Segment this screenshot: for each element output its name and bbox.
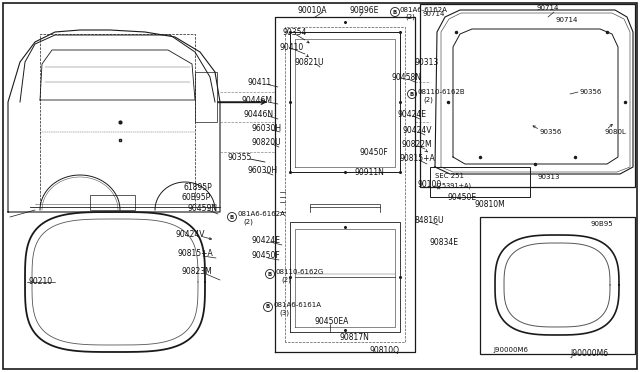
Bar [430, 167, 530, 197]
Text: 90356: 90356 [580, 89, 602, 95]
Text: 90815+A: 90815+A [177, 250, 212, 259]
Text: 90822M: 90822M [402, 140, 433, 148]
Text: 08110-6162G: 08110-6162G [276, 269, 324, 275]
Text: SEC 251: SEC 251 [435, 173, 464, 179]
Text: 90100: 90100 [418, 180, 442, 189]
Text: 90424V: 90424V [403, 125, 433, 135]
Text: 081A6-6162A: 081A6-6162A [238, 211, 286, 217]
Text: 90810Q: 90810Q [370, 346, 400, 355]
Text: 60B95P: 60B95P [182, 192, 211, 202]
Text: 90446M: 90446M [242, 96, 273, 105]
Text: (3): (3) [279, 310, 289, 316]
Text: 90410: 90410 [280, 42, 304, 51]
Text: 90313: 90313 [415, 58, 439, 67]
Text: 90356: 90356 [540, 129, 563, 135]
Text: B: B [410, 92, 414, 96]
Text: 9080L: 9080L [605, 129, 627, 135]
Text: 90810M: 90810M [475, 199, 506, 208]
Bar [90, 195, 135, 210]
Text: 90450EA: 90450EA [315, 317, 349, 327]
Text: 90010A: 90010A [298, 6, 328, 15]
Text: J90000M6: J90000M6 [493, 347, 528, 353]
Text: B: B [230, 215, 234, 219]
Text: (25391+A): (25391+A) [435, 183, 471, 189]
Text: 90411: 90411 [248, 77, 272, 87]
Text: 90820U: 90820U [252, 138, 282, 147]
Text: B: B [266, 305, 270, 310]
Text: 081A6-6162A: 081A6-6162A [400, 7, 448, 13]
Text: 90815+A: 90815+A [400, 154, 436, 163]
Text: 90823M: 90823M [182, 267, 212, 276]
Text: 84816U: 84816U [415, 215, 445, 224]
Text: 90714: 90714 [423, 11, 445, 17]
Text: (2): (2) [243, 219, 253, 225]
Text: 90354: 90354 [283, 28, 307, 36]
Text: 90817N: 90817N [340, 333, 370, 341]
Text: 90B95: 90B95 [591, 221, 614, 227]
Text: 90355: 90355 [228, 153, 252, 161]
Text: 90459N: 90459N [188, 203, 218, 212]
Text: 90B96E: 90B96E [350, 6, 380, 15]
Text: 96030H: 96030H [247, 166, 277, 174]
Text: 90450E: 90450E [448, 192, 477, 202]
Text: 90450F: 90450F [252, 251, 281, 260]
Bar [420, 4, 635, 187]
Text: 90714: 90714 [537, 5, 559, 11]
Text: 90450F: 90450F [360, 148, 388, 157]
Text: J90000M6: J90000M6 [570, 350, 608, 359]
Bar [195, 72, 217, 122]
Text: 90313: 90313 [538, 174, 561, 180]
Bar [480, 217, 635, 354]
Text: 90424E: 90424E [398, 109, 427, 119]
Text: (2): (2) [423, 97, 433, 103]
Text: 90424V: 90424V [175, 230, 205, 238]
Text: 90424E: 90424E [252, 235, 281, 244]
Text: 90911N: 90911N [355, 167, 385, 176]
Text: 90210: 90210 [28, 278, 52, 286]
Text: 90446N: 90446N [244, 109, 274, 119]
Text: 08110-6162B: 08110-6162B [418, 89, 466, 95]
Text: 61895P: 61895P [183, 183, 212, 192]
Text: 90714: 90714 [556, 17, 579, 23]
Text: 081A6-6161A: 081A6-6161A [274, 302, 322, 308]
Text: B: B [393, 10, 397, 15]
Text: 90821U: 90821U [295, 58, 324, 67]
Text: (2): (2) [405, 14, 415, 20]
Text: 96030H: 96030H [252, 124, 282, 132]
Text: 90458N: 90458N [392, 73, 422, 81]
Text: (2): (2) [281, 277, 291, 283]
Text: B: B [268, 272, 272, 276]
Text: 90834E: 90834E [430, 237, 459, 247]
